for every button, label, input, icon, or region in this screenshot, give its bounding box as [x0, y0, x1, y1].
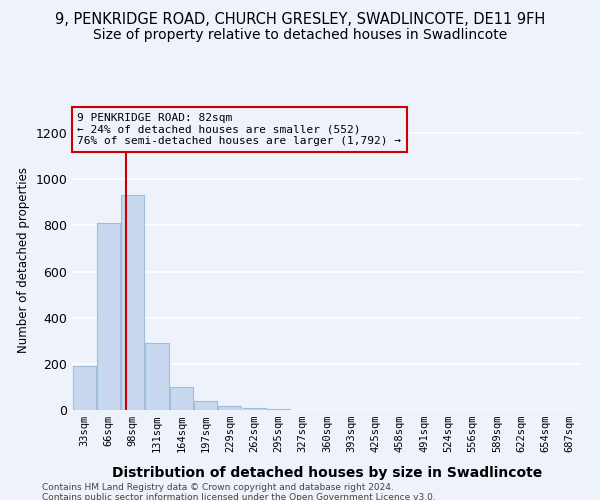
- Text: Contains public sector information licensed under the Open Government Licence v3: Contains public sector information licen…: [42, 492, 436, 500]
- Text: Size of property relative to detached houses in Swadlincote: Size of property relative to detached ho…: [93, 28, 507, 42]
- Bar: [121, 196, 144, 410]
- Bar: [267, 409, 290, 410]
- Text: Contains HM Land Registry data © Crown copyright and database right 2024.: Contains HM Land Registry data © Crown c…: [42, 482, 394, 492]
- X-axis label: Distribution of detached houses by size in Swadlincote: Distribution of detached houses by size …: [112, 466, 542, 480]
- Bar: [170, 387, 193, 410]
- Bar: [242, 408, 266, 410]
- Y-axis label: Number of detached properties: Number of detached properties: [17, 167, 30, 353]
- Bar: [73, 366, 95, 410]
- Bar: [145, 343, 169, 410]
- Text: 9, PENKRIDGE ROAD, CHURCH GRESLEY, SWADLINCOTE, DE11 9FH: 9, PENKRIDGE ROAD, CHURCH GRESLEY, SWADL…: [55, 12, 545, 28]
- Bar: [218, 406, 241, 410]
- Bar: [97, 223, 120, 410]
- Text: 9 PENKRIDGE ROAD: 82sqm
← 24% of detached houses are smaller (552)
76% of semi-d: 9 PENKRIDGE ROAD: 82sqm ← 24% of detache…: [77, 113, 401, 146]
- Bar: [194, 401, 217, 410]
